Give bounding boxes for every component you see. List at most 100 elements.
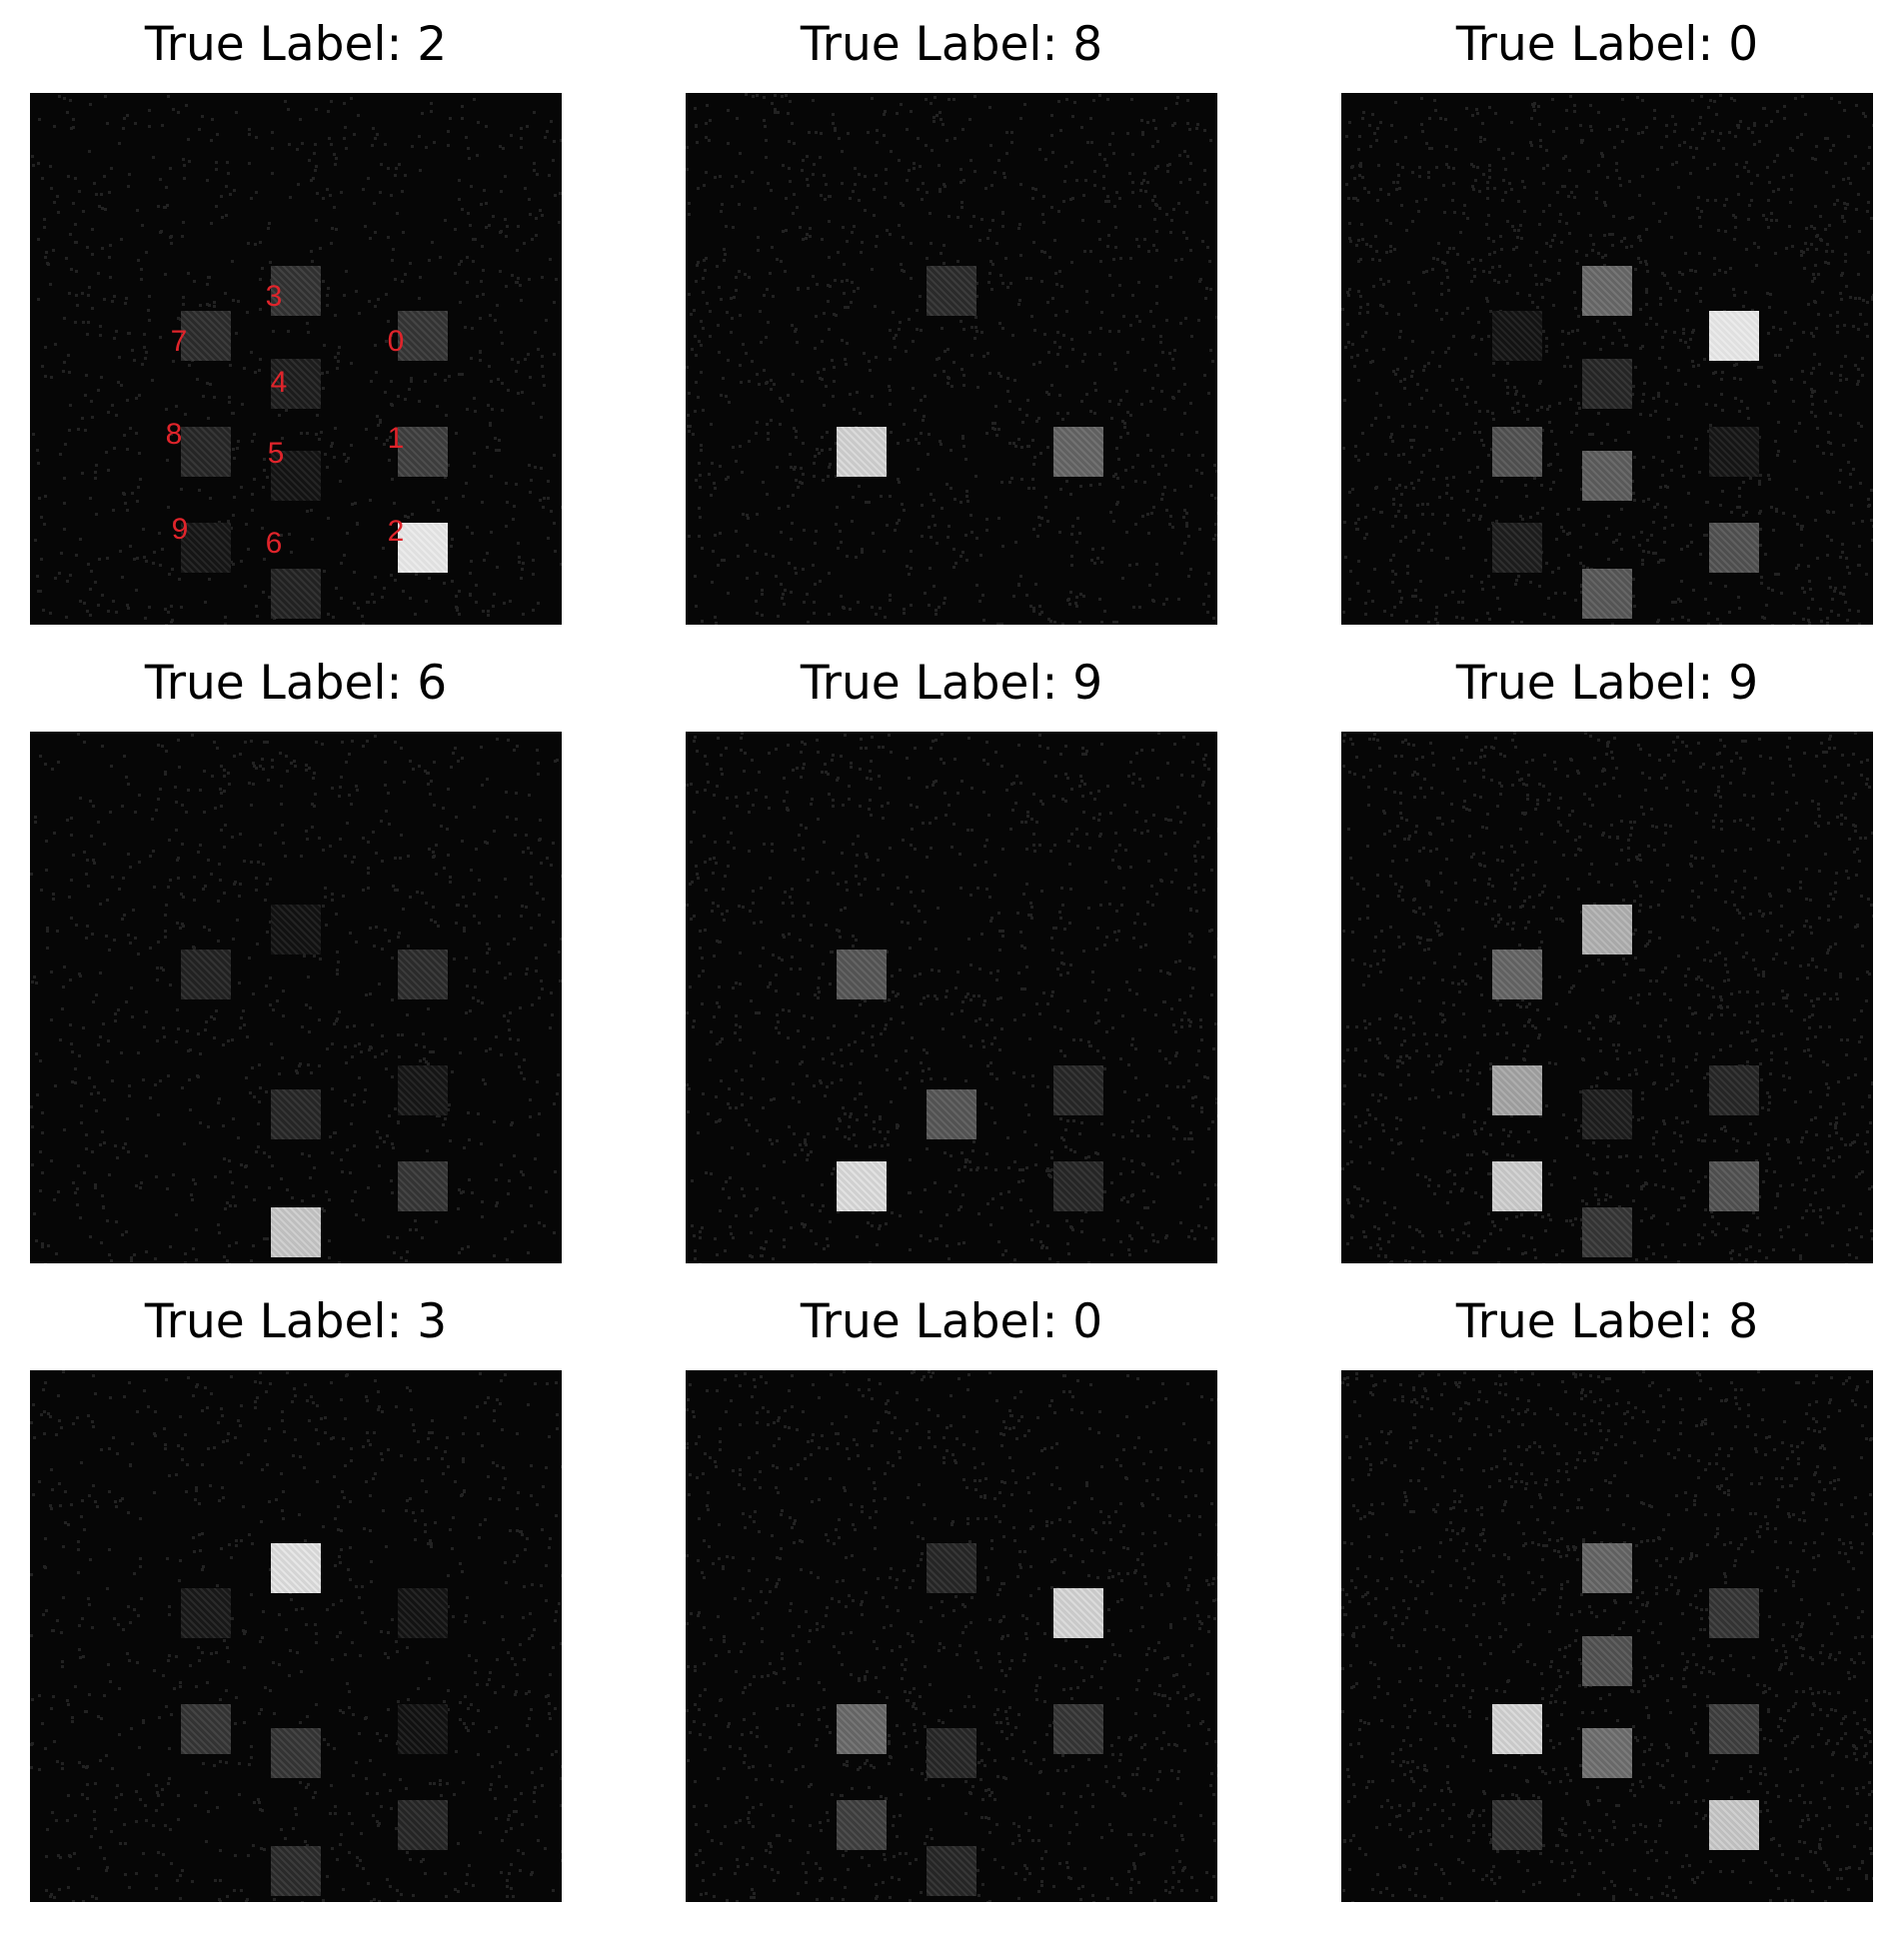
detector-region — [1709, 1065, 1759, 1115]
background-noise — [1341, 1370, 1873, 1902]
detector-region — [1709, 1588, 1759, 1638]
detector-image — [686, 732, 1217, 1263]
detector-digit-label: 6 — [265, 527, 283, 560]
detector-region — [398, 427, 448, 477]
detector-region — [837, 1161, 887, 1211]
detector-region — [837, 1704, 887, 1754]
detector-region — [1582, 266, 1632, 316]
detector-region — [181, 950, 231, 999]
detector-region — [1582, 569, 1632, 619]
detector-region — [1582, 1089, 1632, 1139]
panel-title: True Label: 9 — [800, 656, 1103, 711]
detector-region — [1053, 1588, 1103, 1638]
detector-region — [398, 1161, 448, 1211]
detector-region — [181, 427, 231, 477]
detector-region — [271, 905, 321, 955]
detector-region — [1582, 359, 1632, 409]
panel-title: True Label: 3 — [144, 1294, 448, 1349]
detector-region — [1492, 950, 1542, 999]
detector-region — [271, 1207, 321, 1257]
background-noise — [1341, 732, 1873, 1263]
panel-title: True Label: 2 — [144, 17, 448, 72]
detector-region — [398, 950, 448, 999]
detector-region — [398, 1588, 448, 1638]
detector-region — [1582, 1636, 1632, 1686]
detector-region — [1709, 1704, 1759, 1754]
detector-image — [1341, 1370, 1873, 1902]
detector-region — [1582, 1728, 1632, 1778]
detector-region — [181, 523, 231, 573]
detector-region — [1053, 1161, 1103, 1211]
detector-region — [927, 1089, 976, 1139]
detector-image — [686, 1370, 1217, 1902]
detector-image — [1341, 732, 1873, 1263]
detector-region — [271, 1846, 321, 1896]
background-noise — [686, 1370, 1217, 1902]
detector-region — [1709, 1161, 1759, 1211]
detector-region — [1492, 1800, 1542, 1850]
panel-title: True Label: 0 — [800, 1294, 1103, 1349]
detector-region — [927, 1728, 976, 1778]
detector-region — [1582, 905, 1632, 955]
background-noise — [686, 732, 1217, 1263]
detector-region — [1053, 1065, 1103, 1115]
detector-region — [1492, 311, 1542, 361]
detector-region — [271, 569, 321, 619]
detector-digit-label: 4 — [270, 366, 288, 399]
detector-region — [1709, 427, 1759, 477]
detector-image: 0 1 2 3 4 5 6 7 8 9 — [30, 93, 562, 625]
panel-title: True Label: 9 — [1455, 656, 1759, 711]
detector-region — [181, 1704, 231, 1754]
panel-title: True Label: 6 — [144, 656, 448, 711]
panel-title: True Label: 8 — [1455, 1294, 1759, 1349]
detector-digit-label: 9 — [171, 513, 189, 546]
detector-digit-label: 1 — [387, 422, 405, 455]
background-noise — [30, 733, 562, 1263]
detector-image — [1341, 93, 1873, 625]
detector-region — [271, 359, 321, 409]
detector-region — [837, 950, 887, 999]
detector-region — [1053, 1704, 1103, 1754]
background-noise — [686, 93, 1217, 625]
detector-digit-label: 8 — [165, 418, 183, 451]
detector-region — [837, 1800, 887, 1850]
detector-region — [1582, 451, 1632, 501]
detector-digit-label: 5 — [267, 437, 285, 470]
detector-region — [1492, 1704, 1542, 1754]
detector-region — [1709, 1800, 1759, 1850]
detector-region — [181, 1588, 231, 1638]
detector-digit-label: 0 — [387, 325, 405, 358]
detector-region — [271, 451, 321, 501]
detector-region — [1709, 523, 1759, 573]
detector-region — [1492, 1161, 1542, 1211]
detector-image — [30, 732, 562, 1263]
panel-title: True Label: 8 — [800, 17, 1103, 72]
detector-region — [1492, 427, 1542, 477]
detector-region — [927, 1543, 976, 1593]
detector-region — [1582, 1207, 1632, 1257]
detector-region — [1492, 523, 1542, 573]
detector-digit-label: 3 — [265, 280, 283, 313]
detector-region — [1582, 1543, 1632, 1593]
detector-region — [181, 311, 231, 361]
panel-title: True Label: 0 — [1455, 17, 1759, 72]
detector-region — [1053, 427, 1103, 477]
detector-region — [927, 266, 976, 316]
detector-image — [686, 93, 1217, 625]
detector-region — [398, 1065, 448, 1115]
detector-region — [271, 1728, 321, 1778]
detector-region — [271, 266, 321, 316]
detector-region — [271, 1543, 321, 1593]
detector-region — [837, 427, 887, 477]
detector-region — [398, 311, 448, 361]
detector-region — [1492, 1065, 1542, 1115]
detector-region — [271, 1089, 321, 1139]
detector-region — [927, 1846, 976, 1896]
detector-region — [398, 1800, 448, 1850]
detector-digit-label: 7 — [170, 325, 188, 358]
detector-region — [1709, 311, 1759, 361]
detector-image — [30, 1370, 562, 1902]
detector-digit-label: 2 — [387, 515, 405, 548]
background-noise — [30, 1370, 562, 1902]
detector-region — [398, 523, 448, 573]
